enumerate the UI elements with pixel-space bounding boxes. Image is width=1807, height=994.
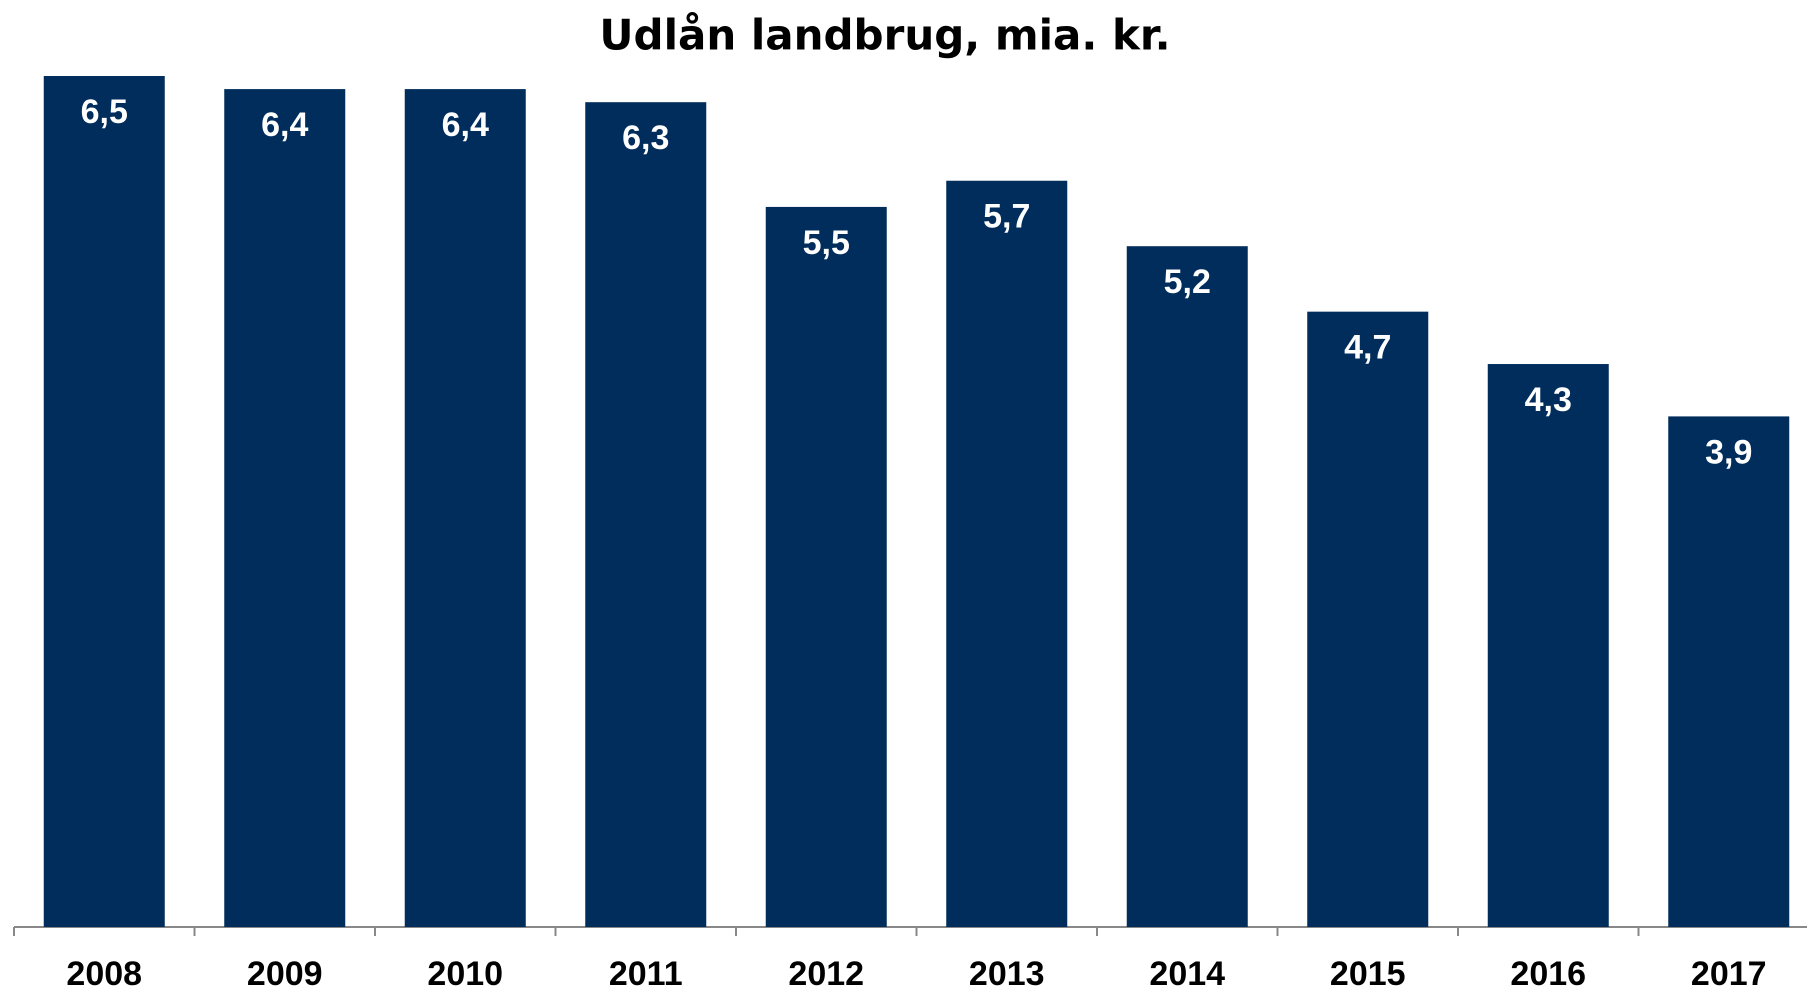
bar <box>404 89 526 928</box>
value-label: 6,4 <box>442 106 489 144</box>
value-label: 3,9 <box>1705 433 1752 471</box>
value-label: 5,5 <box>803 224 850 262</box>
bar <box>224 89 346 928</box>
bar <box>585 102 707 927</box>
bar <box>1307 311 1429 928</box>
x-tick-label: 2009 <box>247 955 323 993</box>
x-tick-label: 2012 <box>788 955 864 993</box>
x-tick-label: 2010 <box>427 955 503 993</box>
value-label: 6,4 <box>261 106 308 144</box>
value-label: 5,7 <box>983 198 1030 236</box>
x-tick-label: 2011 <box>609 955 683 993</box>
bar <box>1126 246 1248 927</box>
x-tick-label: 2013 <box>969 955 1045 993</box>
x-tick-label: 2014 <box>1149 955 1225 993</box>
value-label: 6,3 <box>622 119 669 157</box>
value-label: 5,2 <box>1164 263 1211 301</box>
x-tick-label: 2008 <box>66 955 142 993</box>
x-tick-label: 2015 <box>1330 955 1406 993</box>
x-tick-label: 2016 <box>1510 955 1586 993</box>
x-tick-label: 2017 <box>1691 955 1767 993</box>
bar <box>1487 364 1609 927</box>
bar <box>43 76 165 927</box>
bar <box>1668 416 1790 927</box>
bar <box>765 206 887 927</box>
value-label: 4,3 <box>1525 381 1572 419</box>
value-label: 4,7 <box>1344 329 1391 367</box>
chart-title: Udlån landbrug, mia. kr. <box>599 11 1170 60</box>
bar <box>946 180 1068 927</box>
value-label: 6,5 <box>81 93 128 131</box>
